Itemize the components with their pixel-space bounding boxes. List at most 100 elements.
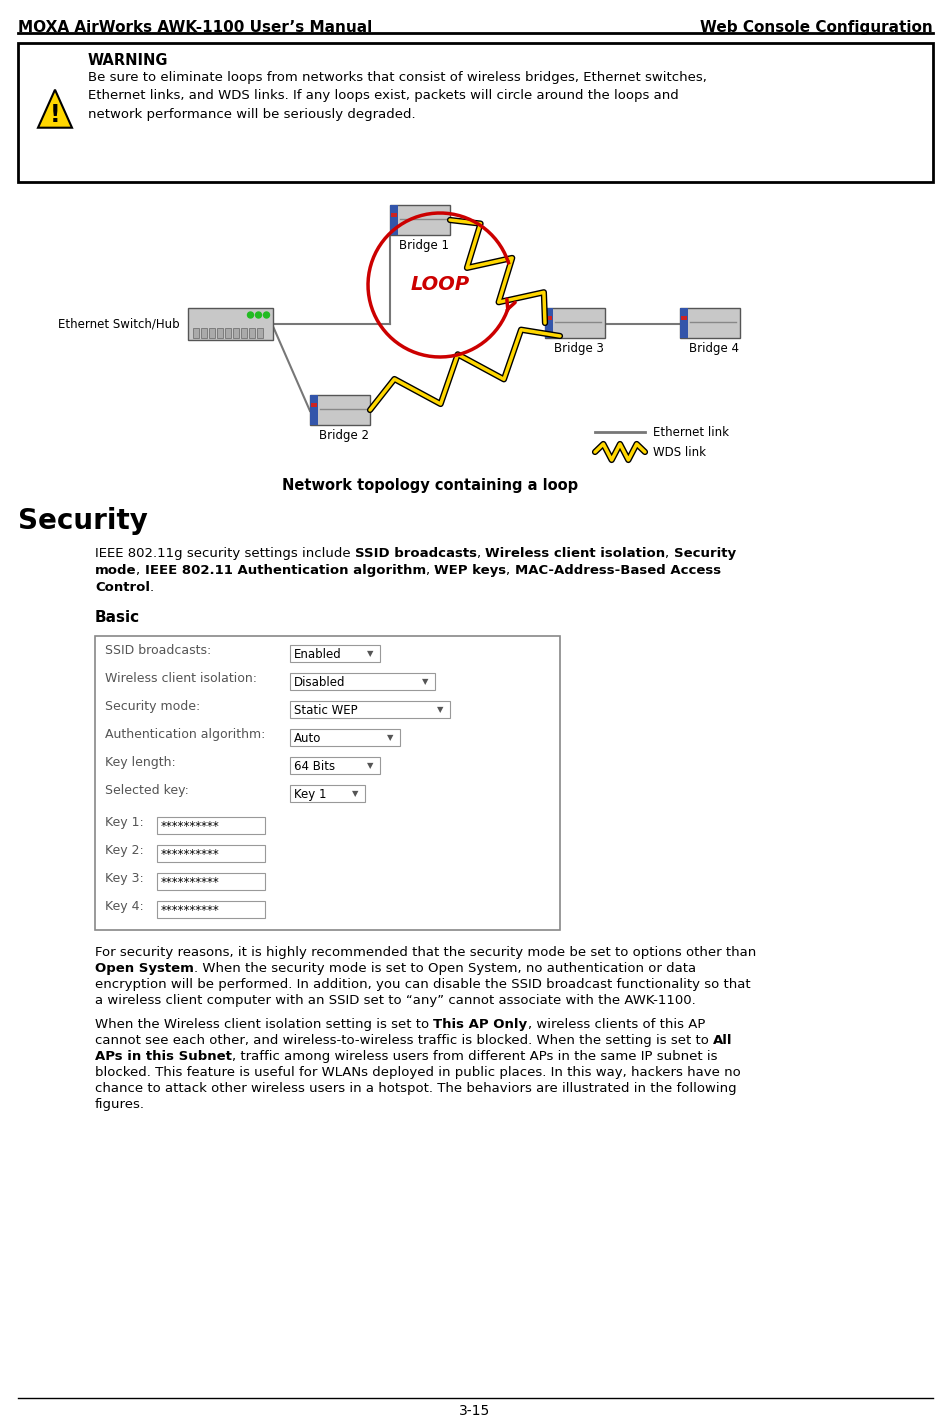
FancyBboxPatch shape — [290, 785, 365, 802]
Text: 3-15: 3-15 — [459, 1404, 491, 1415]
Text: LOOP: LOOP — [411, 276, 470, 294]
Text: mode: mode — [95, 565, 137, 577]
Text: Enabled: Enabled — [294, 648, 341, 661]
Text: ▼: ▼ — [422, 678, 429, 686]
Text: WDS link: WDS link — [653, 446, 706, 458]
Circle shape — [247, 311, 254, 318]
Text: Ethernet link: Ethernet link — [653, 426, 729, 439]
Text: APs in this Subnet: APs in this Subnet — [95, 1050, 232, 1063]
Text: When the Wireless client isolation setting is set to: When the Wireless client isolation setti… — [95, 1017, 434, 1032]
FancyBboxPatch shape — [232, 328, 239, 338]
Text: WARNING: WARNING — [88, 52, 168, 68]
Text: Key 3:: Key 3: — [105, 872, 144, 884]
Text: Security: Security — [673, 548, 736, 560]
FancyBboxPatch shape — [290, 645, 380, 662]
FancyBboxPatch shape — [391, 214, 397, 216]
Text: ,: , — [476, 548, 485, 560]
Text: figures.: figures. — [95, 1098, 145, 1111]
Text: Static WEP: Static WEP — [294, 705, 358, 717]
Polygon shape — [38, 89, 72, 127]
Text: This AP Only: This AP Only — [434, 1017, 528, 1032]
Text: IEEE 802.11g security settings include: IEEE 802.11g security settings include — [95, 548, 355, 560]
Text: Key length:: Key length: — [105, 756, 176, 768]
Text: WEP keys: WEP keys — [435, 565, 507, 577]
FancyBboxPatch shape — [290, 674, 435, 691]
FancyBboxPatch shape — [95, 635, 560, 930]
Text: Bridge 3: Bridge 3 — [554, 342, 604, 355]
Circle shape — [256, 311, 262, 318]
FancyBboxPatch shape — [217, 328, 223, 338]
Text: SSID broadcasts: SSID broadcasts — [355, 548, 476, 560]
FancyBboxPatch shape — [545, 308, 605, 338]
Text: For security reasons, it is highly recommended that the security mode be set to : For security reasons, it is highly recom… — [95, 947, 756, 959]
Text: Network topology containing a loop: Network topology containing a loop — [281, 478, 578, 492]
Text: !: ! — [49, 102, 60, 126]
Text: **********: ********** — [161, 904, 220, 917]
Circle shape — [263, 311, 269, 318]
FancyBboxPatch shape — [157, 901, 265, 918]
Text: Disabled: Disabled — [294, 676, 345, 689]
FancyBboxPatch shape — [290, 757, 380, 774]
FancyBboxPatch shape — [241, 328, 246, 338]
Text: 64 Bits: 64 Bits — [294, 760, 335, 773]
Text: MAC-Address-Based Access: MAC-Address-Based Access — [514, 565, 721, 577]
Text: blocked. This feature is useful for WLANs deployed in public places. In this way: blocked. This feature is useful for WLAN… — [95, 1065, 741, 1080]
Text: All: All — [713, 1034, 732, 1047]
Text: chance to attack other wireless users in a hotspot. The behaviors are illustrate: chance to attack other wireless users in… — [95, 1082, 737, 1095]
FancyBboxPatch shape — [390, 205, 398, 235]
Text: **********: ********** — [161, 821, 220, 833]
Text: Security mode:: Security mode: — [105, 700, 201, 713]
FancyBboxPatch shape — [310, 395, 318, 424]
Text: , wireless clients of this AP: , wireless clients of this AP — [528, 1017, 705, 1032]
FancyBboxPatch shape — [546, 316, 552, 320]
Text: Authentication algorithm:: Authentication algorithm: — [105, 727, 265, 741]
Text: ,: , — [666, 548, 673, 560]
FancyBboxPatch shape — [248, 328, 255, 338]
Text: SSID broadcasts:: SSID broadcasts: — [105, 644, 211, 657]
FancyBboxPatch shape — [545, 308, 553, 338]
FancyBboxPatch shape — [310, 395, 370, 424]
FancyBboxPatch shape — [157, 845, 265, 862]
Text: Auto: Auto — [294, 732, 321, 746]
FancyBboxPatch shape — [192, 328, 199, 338]
Text: . When the security mode is set to Open System, no authentication or data: . When the security mode is set to Open … — [194, 962, 696, 975]
Text: Bridge 2: Bridge 2 — [319, 429, 369, 441]
Text: Web Console Configuration: Web Console Configuration — [700, 20, 933, 35]
Text: ,: , — [426, 565, 435, 577]
Text: Key 2:: Key 2: — [105, 843, 144, 857]
Text: ▼: ▼ — [367, 761, 374, 771]
Text: ,: , — [137, 565, 145, 577]
FancyBboxPatch shape — [157, 873, 265, 890]
FancyBboxPatch shape — [18, 42, 933, 183]
Text: .: . — [150, 582, 154, 594]
Text: , traffic among wireless users from different APs in the same IP subnet is: , traffic among wireless users from diff… — [232, 1050, 717, 1063]
Text: Key 4:: Key 4: — [105, 900, 144, 913]
Text: Bridge 1: Bridge 1 — [399, 239, 449, 252]
FancyBboxPatch shape — [681, 316, 687, 320]
Text: Wireless client isolation:: Wireless client isolation: — [105, 672, 257, 685]
FancyBboxPatch shape — [257, 328, 262, 338]
FancyBboxPatch shape — [224, 328, 230, 338]
Text: **********: ********** — [161, 876, 220, 889]
Text: MOXA AirWorks AWK-1100 User’s Manual: MOXA AirWorks AWK-1100 User’s Manual — [18, 20, 372, 35]
Text: Open System: Open System — [95, 962, 194, 975]
FancyBboxPatch shape — [187, 308, 273, 340]
Text: a wireless client computer with an SSID set to “any” cannot associate with the A: a wireless client computer with an SSID … — [95, 993, 696, 1007]
FancyBboxPatch shape — [208, 328, 215, 338]
FancyBboxPatch shape — [201, 328, 206, 338]
FancyBboxPatch shape — [290, 700, 450, 717]
Text: ,: , — [507, 565, 514, 577]
Text: ▼: ▼ — [387, 733, 394, 743]
Text: Selected key:: Selected key: — [105, 784, 189, 797]
FancyBboxPatch shape — [390, 205, 450, 235]
Text: Wireless client isolation: Wireless client isolation — [485, 548, 666, 560]
Text: Ethernet Switch/Hub: Ethernet Switch/Hub — [58, 317, 180, 331]
Text: IEEE 802.11 Authentication algorithm: IEEE 802.11 Authentication algorithm — [145, 565, 426, 577]
Text: ▼: ▼ — [367, 649, 374, 658]
FancyBboxPatch shape — [157, 816, 265, 833]
Text: ▼: ▼ — [352, 790, 359, 798]
Text: Bridge 4: Bridge 4 — [689, 342, 739, 355]
Text: Control: Control — [95, 582, 150, 594]
FancyBboxPatch shape — [680, 308, 740, 338]
FancyBboxPatch shape — [680, 308, 688, 338]
